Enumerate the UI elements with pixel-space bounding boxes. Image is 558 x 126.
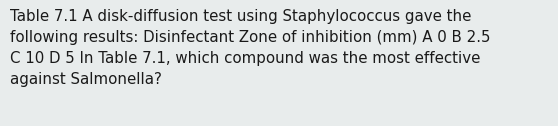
Text: Table 7.1 A disk-diffusion test using Staphylococcus gave the
following results:: Table 7.1 A disk-diffusion test using St… — [10, 9, 490, 87]
